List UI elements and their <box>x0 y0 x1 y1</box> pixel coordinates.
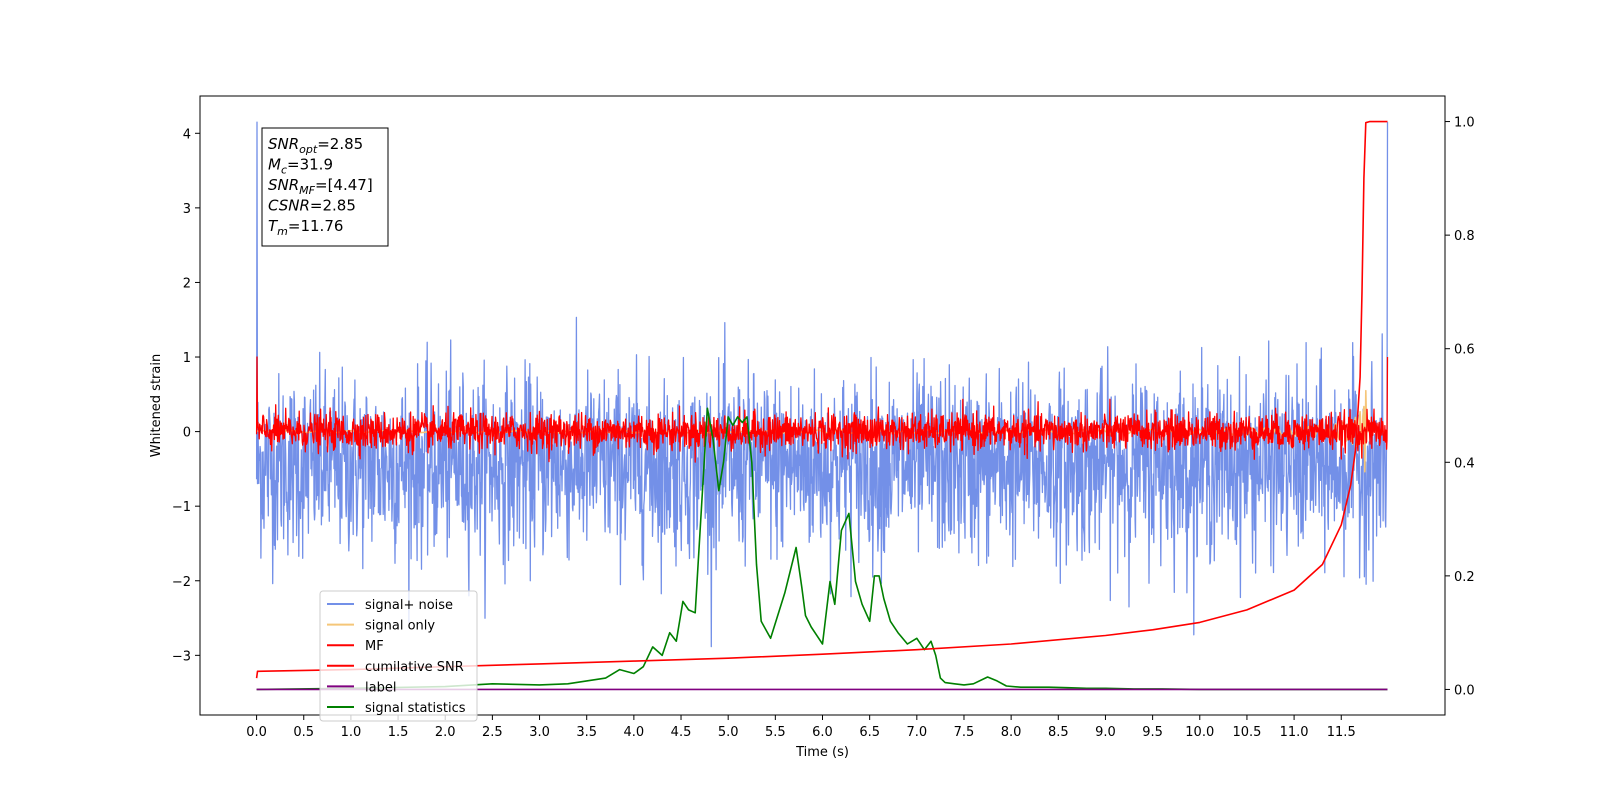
y2-tick-label: 0.0 <box>1454 683 1475 698</box>
y2-tick-label: 0.2 <box>1454 570 1475 585</box>
x-tick-label: 9.5 <box>1142 725 1163 740</box>
x-tick-label: 1.5 <box>388 725 409 740</box>
x-tick-label: 0.0 <box>246 725 267 740</box>
legend-frame <box>319 590 478 722</box>
x-tick-label: 3.0 <box>529 725 550 740</box>
x-tick-label: 0.5 <box>293 725 314 740</box>
x-tick-label: 7.0 <box>906 725 927 740</box>
annotation-line: SNRopt=2.85 <box>268 135 363 156</box>
x-tick-label: 3.5 <box>576 725 597 740</box>
y2-tick-label: 0.4 <box>1454 456 1475 471</box>
series-line-cumilative-snr <box>255 120 1388 679</box>
y-tick-label: 3 <box>183 202 191 217</box>
x-tick-label: 4.5 <box>671 725 692 740</box>
x-tick-label: 11.5 <box>1327 725 1356 740</box>
x-tick-label: 10.0 <box>1185 725 1214 740</box>
y2-tick-label: 0.8 <box>1454 229 1475 244</box>
legend-label: signal+ noise <box>365 598 453 613</box>
y2-tick-label: 1.0 <box>1454 116 1475 131</box>
x-tick-label: 5.5 <box>765 725 786 740</box>
annotation-line: SNRMF=[4.47] <box>268 176 373 197</box>
x-tick-label: 11.0 <box>1280 725 1309 740</box>
annotation-frame <box>261 127 389 247</box>
series-line-signal-noise <box>255 121 1389 648</box>
x-tick-label: 6.5 <box>859 725 880 740</box>
annotation-line: Tm=11.76 <box>268 217 343 238</box>
annotation-line: Mc=31.9 <box>268 156 333 177</box>
x-tick-label: 4.0 <box>624 725 645 740</box>
x-tick-label: 7.5 <box>954 725 975 740</box>
series-line-signal-statistics <box>256 407 1388 691</box>
x-tick-label: 1.0 <box>341 725 362 740</box>
y-tick-label: −2 <box>172 575 191 590</box>
series-line-mf <box>255 356 1389 463</box>
y-tick-label: −1 <box>172 500 191 515</box>
x-tick-label: 10.5 <box>1232 725 1261 740</box>
x-tick-label: 2.0 <box>435 725 456 740</box>
legend-label: signal only <box>365 619 435 634</box>
y-tick-label: 4 <box>183 127 191 142</box>
legend-label: label <box>365 680 396 695</box>
annotation-line: CSNR=2.85 <box>268 197 356 215</box>
axes-layer: 0.0 0.5 1.0 1.5 2.0 2.5 3.0 3.5 4.0 4.5 5.0 5.5 6.0 6… <box>172 116 1475 740</box>
y-tick-label: 2 <box>183 276 191 291</box>
legend-label: MF <box>365 639 384 654</box>
x-tick-label: 2.5 <box>482 725 503 740</box>
x-tick-label: 5.0 <box>718 725 739 740</box>
y-axis-label: Whitened strain <box>149 354 164 457</box>
x-tick-label: 9.0 <box>1095 725 1116 740</box>
y2-tick-label: 0.6 <box>1454 343 1475 358</box>
x-tick-label: 8.5 <box>1048 725 1069 740</box>
x-axis-label: Time (s) <box>795 745 849 760</box>
x-tick-label: 8.0 <box>1001 725 1022 740</box>
legend-label: signal statistics <box>365 701 466 716</box>
x-tick-label: 6.0 <box>812 725 833 740</box>
y-tick-label: −3 <box>172 649 191 664</box>
y-tick-label: 1 <box>183 351 191 366</box>
y-tick-label: 0 <box>183 426 191 441</box>
legend: signal+ noise signal only MF cumilative SNR… <box>319 590 478 722</box>
legend-label: cumilative SNR <box>365 660 464 675</box>
